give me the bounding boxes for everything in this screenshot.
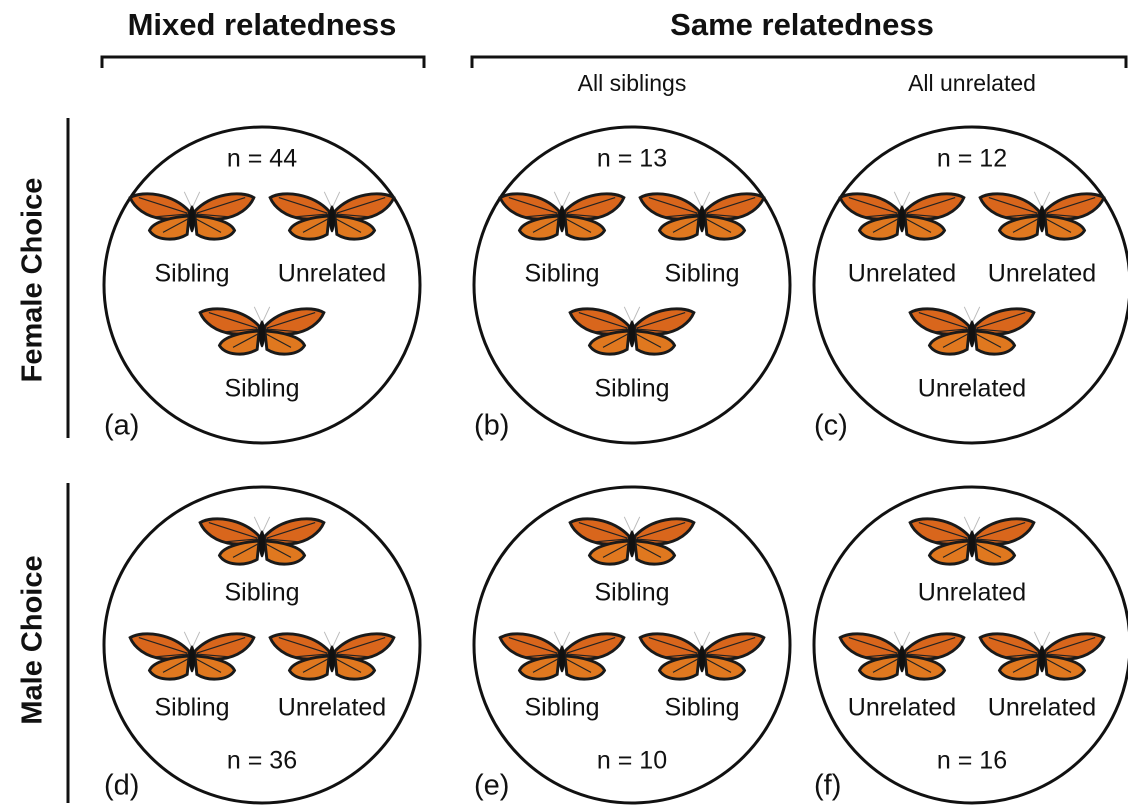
butterfly-label: Sibling — [524, 260, 599, 288]
butterfly-label: Sibling — [594, 375, 669, 403]
butterfly — [980, 632, 1104, 679]
butterfly-label: Sibling — [224, 375, 299, 403]
butterfly — [270, 192, 394, 239]
sample-size: n = 36 — [227, 747, 297, 775]
butterfly — [500, 192, 624, 239]
butterfly — [200, 307, 324, 354]
panel-letter: (d) — [104, 770, 139, 802]
butterfly-label: Sibling — [664, 694, 739, 722]
bracket — [472, 57, 1126, 68]
panel-letter: (a) — [104, 410, 139, 442]
diagram: Mixed relatedness Same relatedness All s… — [0, 0, 1128, 805]
butterfly-label: Sibling — [224, 579, 299, 607]
butterfly — [910, 517, 1034, 564]
butterfly — [130, 192, 254, 239]
sample-size: n = 12 — [937, 145, 1007, 173]
butterfly — [500, 632, 624, 679]
butterfly — [270, 632, 394, 679]
butterfly-label: Unrelated — [848, 260, 956, 288]
bracket — [102, 57, 424, 68]
butterfly-label: Unrelated — [918, 579, 1026, 607]
butterfly — [840, 192, 964, 239]
butterfly-label: Unrelated — [918, 375, 1026, 403]
butterfly — [640, 192, 764, 239]
subheader: All unrelated — [908, 70, 1036, 96]
butterfly-label: Sibling — [664, 260, 739, 288]
butterfly — [570, 307, 694, 354]
butterfly-label: Unrelated — [848, 694, 956, 722]
butterfly — [130, 632, 254, 679]
panel-letter: (f) — [814, 770, 841, 802]
panel-letter: (b) — [474, 410, 509, 442]
butterfly-label: Unrelated — [988, 694, 1096, 722]
subheader: All siblings — [578, 70, 687, 96]
butterfly-label: Sibling — [154, 260, 229, 288]
butterfly-label: Sibling — [524, 694, 599, 722]
row-label: Male Choice — [17, 555, 49, 724]
sample-size: n = 13 — [597, 145, 667, 173]
row-label: Female Choice — [17, 178, 49, 383]
panel-letter: (e) — [474, 770, 509, 802]
sample-size: n = 16 — [937, 747, 1007, 775]
butterfly — [980, 192, 1104, 239]
butterfly — [570, 517, 694, 564]
sample-size: n = 10 — [597, 747, 667, 775]
butterfly — [840, 632, 964, 679]
butterfly — [200, 517, 324, 564]
butterfly — [910, 307, 1034, 354]
panel-letter: (c) — [814, 410, 848, 442]
butterfly-label: Unrelated — [278, 694, 386, 722]
header: Same relatedness — [670, 7, 934, 42]
butterfly-label: Unrelated — [278, 260, 386, 288]
butterfly-label: Sibling — [154, 694, 229, 722]
header: Mixed relatedness — [128, 7, 397, 42]
sample-size: n = 44 — [227, 145, 297, 173]
butterfly-label: Unrelated — [988, 260, 1096, 288]
butterfly — [640, 632, 764, 679]
butterfly-label: Sibling — [594, 579, 669, 607]
